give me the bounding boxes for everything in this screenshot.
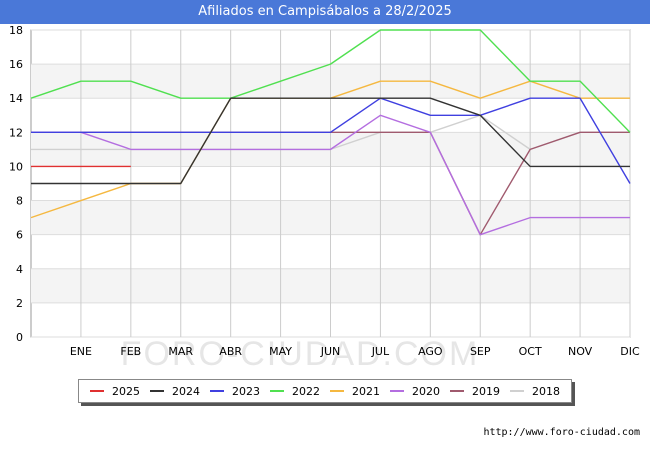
x-tick-label: AGO <box>418 345 443 358</box>
legend-label: 2019 <box>472 384 500 398</box>
legend-label: 2025 <box>112 384 140 398</box>
series-line-2024 <box>31 97 630 185</box>
legend-swatch <box>210 390 224 392</box>
y-tick-label: 0 <box>16 331 23 344</box>
legend-item-2022: 2022 <box>270 385 320 398</box>
x-tick-label: MAR <box>168 345 193 358</box>
x-tick-label: JUN <box>320 345 341 358</box>
legend-item-2018: 2018 <box>510 385 560 398</box>
series-line-2020 <box>31 114 630 236</box>
x-tick-label: FEB <box>120 345 141 358</box>
legend-item-2019: 2019 <box>450 385 500 398</box>
series-line-2022 <box>30 29 631 133</box>
legend-item-2021: 2021 <box>330 385 380 398</box>
x-tick-label: SEP <box>470 345 491 358</box>
series-line-2023 <box>31 97 631 184</box>
legend-label: 2024 <box>172 384 200 398</box>
legend-swatch <box>150 390 164 392</box>
chart-title: Afiliados en Campisábalos a 28/2/2025 <box>0 0 650 24</box>
y-tick-label: 10 <box>9 160 23 173</box>
y-tick-label: 2 <box>16 297 23 310</box>
legend-label: 2023 <box>232 384 260 398</box>
legend-item-2025: 2025 <box>90 385 140 398</box>
x-tick-label: MAY <box>269 345 292 358</box>
legend-item-2020: 2020 <box>390 385 440 398</box>
legend: 2025 2024 2023 2022 2021 2020 2019 2018 <box>78 379 572 403</box>
y-tick-label: 12 <box>9 126 23 139</box>
legend-swatch <box>90 390 104 392</box>
legend-item-2024: 2024 <box>150 385 200 398</box>
x-tick-label: NOV <box>568 345 593 358</box>
legend-swatch <box>330 390 344 392</box>
y-tick-label: 18 <box>9 24 23 37</box>
legend-swatch <box>270 390 284 392</box>
x-tick-label: OCT <box>519 345 542 358</box>
watermark: FORO-CIUDAD.COM <box>121 335 480 373</box>
legend-swatch <box>450 390 464 392</box>
y-tick-label: 6 <box>16 229 23 242</box>
x-tick-label: JUL <box>371 345 390 358</box>
footer-url[interactable]: http://www.foro-ciudad.com <box>483 427 640 438</box>
legend-label: 2018 <box>532 384 560 398</box>
legend-swatch <box>510 390 524 392</box>
y-tick-label: 4 <box>16 263 23 276</box>
x-tick-label: ENE <box>70 345 92 358</box>
legend-label: 2020 <box>412 384 440 398</box>
legend-swatch <box>390 390 404 392</box>
y-tick-label: 14 <box>9 92 23 105</box>
legend-label: 2022 <box>292 384 320 398</box>
x-tick-label: DIC <box>620 345 640 358</box>
x-tick-label: ABR <box>219 345 242 358</box>
y-tick-label: 16 <box>9 58 23 71</box>
y-tick-label: 8 <box>16 195 23 208</box>
legend-item-2023: 2023 <box>210 385 260 398</box>
legend-label: 2021 <box>352 384 380 398</box>
